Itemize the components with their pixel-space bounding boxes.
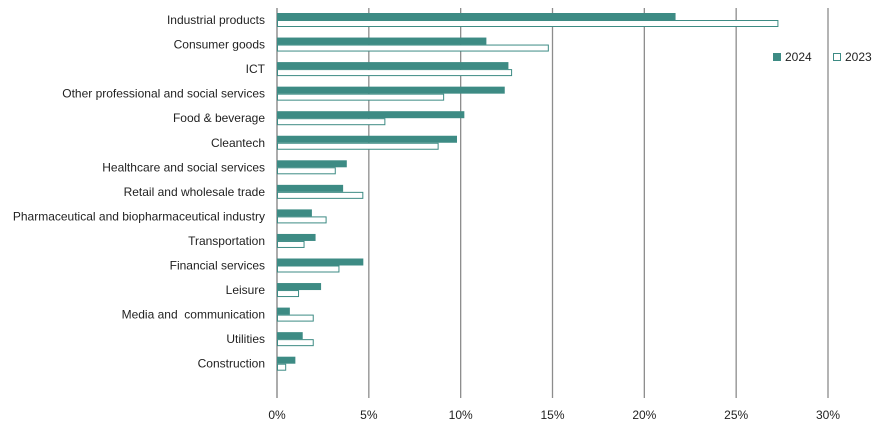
category-label: Food & beverage <box>173 111 265 125</box>
category-label: Other professional and social services <box>62 87 265 101</box>
legend-swatch-2023 <box>833 53 841 61</box>
bar-2023 <box>277 216 327 224</box>
bars <box>277 13 779 371</box>
bar-2024 <box>277 283 322 291</box>
category-label: Cleantech <box>211 136 265 150</box>
legend-label-2023: 2023 <box>845 50 872 64</box>
bar-2023 <box>277 339 314 347</box>
legend: 2024 2023 <box>773 50 872 64</box>
bar-2023 <box>277 240 305 248</box>
bar-2024 <box>277 13 676 20</box>
bar-2023 <box>277 363 287 371</box>
bar-2023 <box>277 265 340 273</box>
legend-label-2024: 2024 <box>785 50 812 64</box>
bar-2023 <box>277 69 513 77</box>
bar-2023 <box>277 20 779 27</box>
legend-swatch-2024 <box>773 53 781 61</box>
bar-2023 <box>277 93 445 101</box>
category-label: Industrial products <box>167 13 265 27</box>
category-labels: Industrial products Consumer goods ICT Othe… <box>13 13 266 371</box>
bar-2023 <box>277 290 300 298</box>
bar-2024 <box>277 332 303 340</box>
bar-2024 <box>277 184 344 192</box>
bar-2024 <box>277 135 457 143</box>
x-tick-label: 25% <box>724 408 748 422</box>
bar-2024 <box>277 111 465 119</box>
bar-2024 <box>277 307 290 315</box>
category-label: Retail and wholesale trade <box>124 185 266 199</box>
category-label: Construction <box>198 357 265 371</box>
bar-2023 <box>277 44 549 52</box>
x-tick-label: 10% <box>449 408 473 422</box>
bar-2024 <box>277 160 347 168</box>
x-tick-label: 5% <box>360 408 378 422</box>
category-label: Financial services <box>170 259 265 273</box>
bar-2024 <box>277 86 505 94</box>
category-label: ICT <box>246 62 266 76</box>
category-label: Pharmaceutical and biopharmaceutical ind… <box>13 209 265 223</box>
x-tick-label: 15% <box>540 408 564 422</box>
x-tick-label: 20% <box>632 408 656 422</box>
category-label: Healthcare and social services <box>102 160 265 174</box>
bar-2023 <box>277 314 314 322</box>
bar-2024 <box>277 209 312 217</box>
x-tick-label: 0% <box>268 408 286 422</box>
bar-2024 <box>277 258 364 266</box>
category-label: Leisure <box>226 283 266 297</box>
bar-2024 <box>277 233 316 241</box>
bar-2023 <box>277 142 439 150</box>
category-label: Transportation <box>188 234 265 248</box>
bar-2023 <box>277 191 364 199</box>
bar-2024 <box>277 37 487 45</box>
category-label: Consumer goods <box>174 38 265 52</box>
category-label: Media and communication <box>122 308 265 322</box>
bar-2023 <box>277 118 386 126</box>
bar-2024 <box>277 62 509 70</box>
x-tick-label: 30% <box>816 408 840 422</box>
bar-2024 <box>277 356 296 364</box>
bar-2023 <box>277 167 336 175</box>
category-label: Utilities <box>226 332 265 346</box>
x-axis-ticks: 0% 5% 10% 15% 20% 25% 30% <box>268 408 840 422</box>
